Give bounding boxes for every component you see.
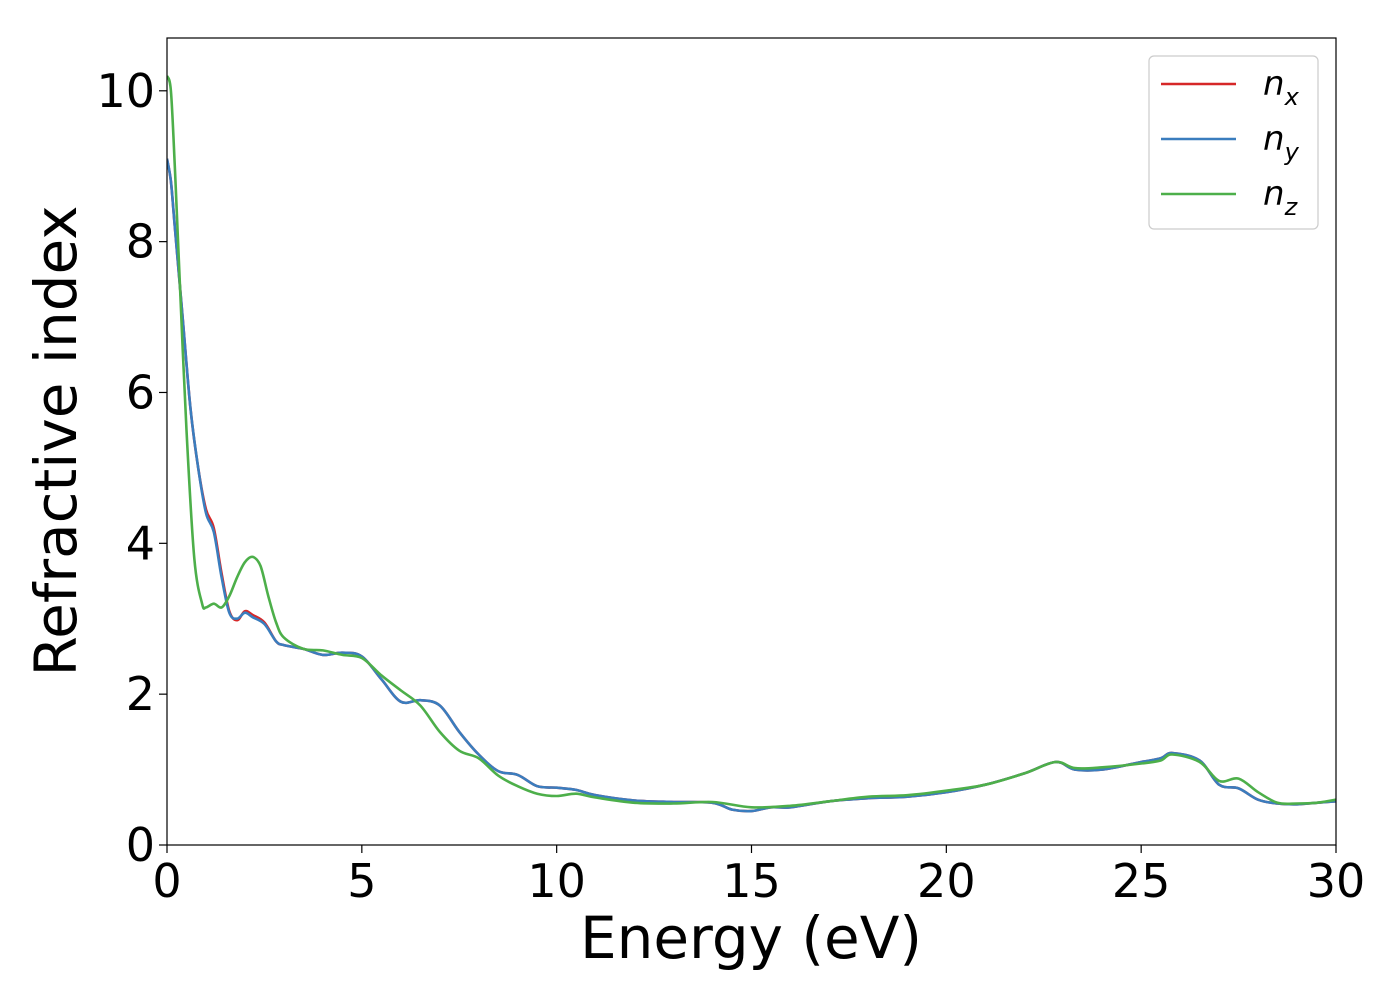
legend-box [1148, 55, 1319, 230]
y-tick-label: 6 [126, 365, 155, 419]
x-tick-label: 20 [917, 854, 976, 908]
x-tick-label: 15 [722, 854, 781, 908]
y-tick-label: 8 [126, 215, 155, 269]
legend-label-base: n [1263, 174, 1285, 214]
y-axis-ticks: 0 2 4 6 8 10 [96, 64, 167, 872]
y-axis-label: Refractive index [22, 205, 90, 676]
y-tick-label: 10 [96, 64, 155, 118]
x-tick-label: 25 [1112, 854, 1171, 908]
legend-label-base: n [1263, 119, 1285, 159]
y-tick-label: 4 [126, 516, 155, 570]
legend-label-sub: y [1284, 138, 1300, 166]
legend-label-sub: x [1284, 83, 1300, 111]
x-tick-label: 10 [527, 854, 586, 908]
plot-lines [167, 75, 1336, 813]
y-tick-label: 0 [126, 818, 155, 872]
series-line-z [167, 75, 1336, 809]
legend-label-base: n [1263, 64, 1285, 104]
legend-label-y: ny [1263, 119, 1300, 166]
legend-label-z: nz [1263, 174, 1299, 221]
x-axis-ticks: 0 5 10 15 20 25 30 [152, 845, 1365, 908]
series-line-x [167, 158, 1336, 813]
x-tick-label: 0 [152, 854, 181, 908]
legend-label-x: nx [1263, 64, 1300, 111]
legend-label-sub: z [1284, 193, 1299, 221]
series-line-y [167, 158, 1336, 813]
x-tick-label: 5 [347, 854, 376, 908]
y-tick-label: 2 [126, 667, 155, 721]
x-tick-label: 30 [1307, 854, 1366, 908]
x-axis-label: Energy (eV) [580, 904, 922, 972]
